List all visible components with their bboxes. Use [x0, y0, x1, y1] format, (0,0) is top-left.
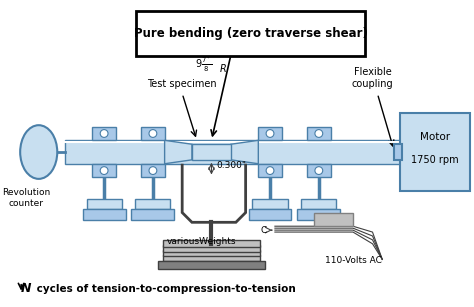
Circle shape: [100, 167, 108, 174]
Text: Pure bending (zero traverse shear): Pure bending (zero traverse shear): [134, 27, 367, 41]
FancyBboxPatch shape: [65, 140, 407, 164]
FancyBboxPatch shape: [307, 127, 330, 140]
Circle shape: [149, 130, 157, 138]
Text: cycles of tension-to-compression-to-tension: cycles of tension-to-compression-to-tens…: [33, 284, 296, 294]
FancyBboxPatch shape: [87, 199, 122, 209]
FancyBboxPatch shape: [163, 255, 260, 261]
FancyBboxPatch shape: [137, 11, 365, 56]
Text: $R$: $R$: [219, 62, 227, 74]
FancyBboxPatch shape: [258, 127, 282, 140]
FancyBboxPatch shape: [141, 164, 164, 177]
Text: Test specimen: Test specimen: [147, 79, 217, 89]
Ellipse shape: [20, 125, 57, 179]
FancyBboxPatch shape: [301, 199, 337, 209]
FancyBboxPatch shape: [163, 240, 260, 247]
Circle shape: [315, 167, 323, 174]
Text: variousWeights: variousWeights: [167, 237, 237, 246]
Text: 110-Volts AC: 110-Volts AC: [325, 256, 382, 266]
FancyBboxPatch shape: [400, 113, 470, 191]
FancyBboxPatch shape: [258, 164, 282, 177]
Circle shape: [266, 130, 274, 138]
Circle shape: [149, 167, 157, 174]
FancyBboxPatch shape: [136, 199, 171, 209]
Text: Flexible
coupling: Flexible coupling: [352, 67, 393, 89]
FancyBboxPatch shape: [141, 127, 164, 140]
Polygon shape: [231, 140, 258, 164]
FancyBboxPatch shape: [158, 261, 265, 269]
Text: 1750 rpm: 1750 rpm: [411, 155, 459, 165]
FancyBboxPatch shape: [82, 209, 126, 220]
Text: $9\frac{7^*}{8}$: $9\frac{7^*}{8}$: [195, 54, 212, 74]
FancyBboxPatch shape: [307, 164, 330, 177]
Circle shape: [315, 130, 323, 138]
Text: Revolution
counter: Revolution counter: [2, 188, 50, 208]
Circle shape: [100, 130, 108, 138]
FancyBboxPatch shape: [92, 127, 116, 140]
Text: 0.300": 0.300": [216, 161, 246, 170]
FancyBboxPatch shape: [297, 209, 340, 220]
Text: N: N: [21, 282, 32, 295]
FancyBboxPatch shape: [163, 250, 260, 256]
Text: Motor: Motor: [420, 132, 450, 142]
FancyBboxPatch shape: [163, 245, 260, 251]
FancyBboxPatch shape: [192, 144, 231, 160]
FancyBboxPatch shape: [314, 212, 353, 226]
FancyBboxPatch shape: [253, 199, 288, 209]
Text: C: C: [261, 226, 267, 235]
FancyBboxPatch shape: [131, 209, 174, 220]
FancyBboxPatch shape: [394, 144, 402, 160]
FancyBboxPatch shape: [92, 164, 116, 177]
Circle shape: [266, 167, 274, 174]
FancyBboxPatch shape: [248, 209, 292, 220]
Polygon shape: [164, 140, 192, 164]
